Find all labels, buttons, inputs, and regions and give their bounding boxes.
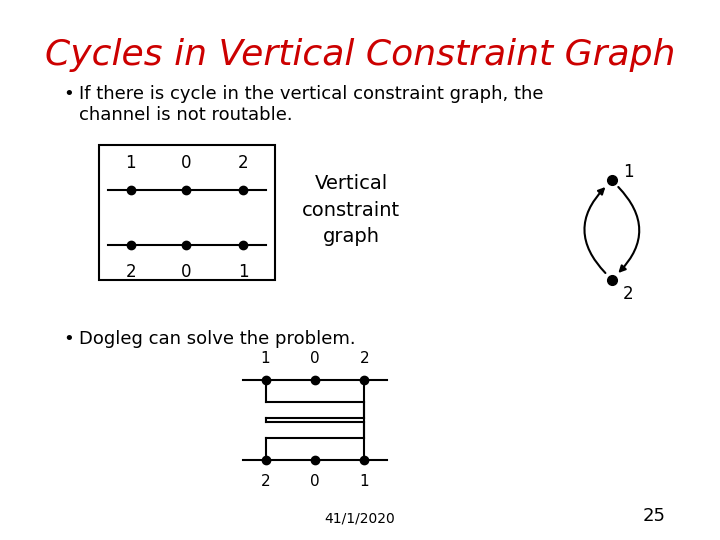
Text: 2: 2 xyxy=(125,263,136,281)
Text: 41/1/2020: 41/1/2020 xyxy=(325,511,395,525)
Text: 1: 1 xyxy=(261,351,271,366)
Text: 1: 1 xyxy=(360,474,369,489)
Text: •: • xyxy=(63,330,74,348)
Text: 2: 2 xyxy=(261,474,271,489)
Text: Vertical
constraint
graph: Vertical constraint graph xyxy=(302,174,400,246)
Text: Cycles in Vertical Constraint Graph: Cycles in Vertical Constraint Graph xyxy=(45,38,675,72)
Text: Dogleg can solve the problem.: Dogleg can solve the problem. xyxy=(79,330,356,348)
Text: 2: 2 xyxy=(623,285,634,303)
Text: 0: 0 xyxy=(181,263,192,281)
Text: 1: 1 xyxy=(125,154,136,172)
Text: 1: 1 xyxy=(238,263,248,281)
Text: 0: 0 xyxy=(310,474,320,489)
Text: 2: 2 xyxy=(238,154,248,172)
Text: If there is cycle in the vertical constraint graph, the
channel is not routable.: If there is cycle in the vertical constr… xyxy=(79,85,544,124)
Text: 2: 2 xyxy=(360,351,369,366)
Text: 0: 0 xyxy=(181,154,192,172)
Text: 0: 0 xyxy=(310,351,320,366)
Bar xyxy=(99,145,274,280)
Text: •: • xyxy=(63,85,74,103)
Text: 1: 1 xyxy=(623,163,634,181)
Text: 25: 25 xyxy=(643,507,666,525)
